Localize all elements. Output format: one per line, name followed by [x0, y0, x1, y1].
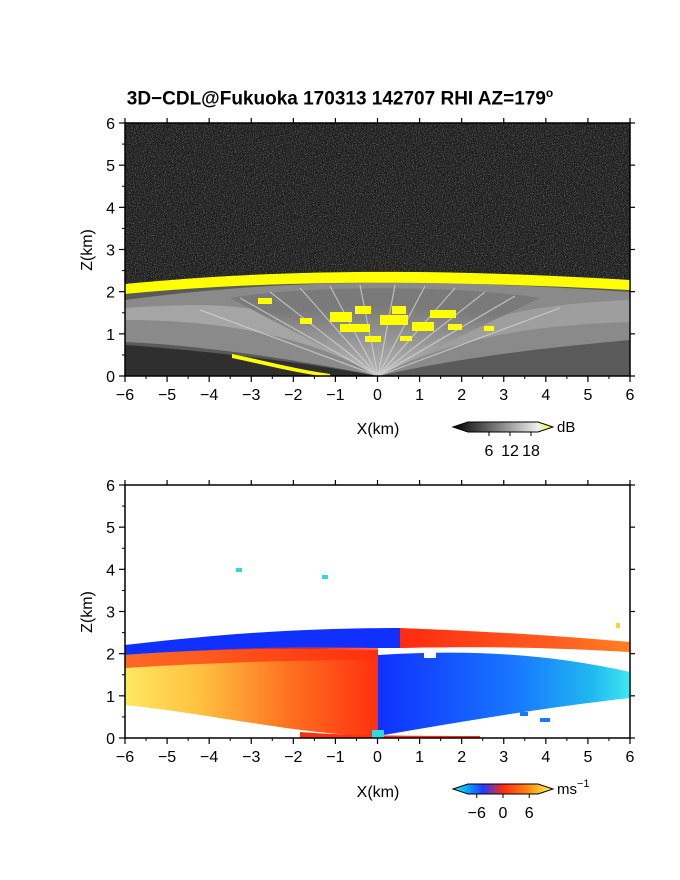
- velocity-colorbar-unit: ms−1: [557, 778, 590, 798]
- x-tick-label: −3: [242, 387, 260, 404]
- x-tick-label: 1: [415, 749, 424, 766]
- backscatter-y-axis-label: Z(km): [79, 229, 96, 271]
- x-tick-label: 6: [626, 749, 635, 766]
- y-tick-label: 4: [106, 200, 115, 217]
- y-tick-label: 6: [106, 478, 115, 495]
- y-tick-label: 3: [106, 243, 115, 260]
- y-tick-label: 4: [106, 562, 115, 579]
- x-tick-label: 4: [541, 749, 550, 766]
- x-tick-label: −4: [200, 749, 218, 766]
- x-tick-label: −1: [326, 387, 344, 404]
- x-tick-label: 4: [541, 387, 550, 404]
- x-tick-label: 6: [626, 387, 635, 404]
- x-tick-label: −6: [116, 749, 134, 766]
- y-tick-label: 2: [106, 647, 115, 664]
- x-tick-label: −2: [284, 749, 302, 766]
- x-tick-label: −1: [326, 749, 344, 766]
- velocity-y-axis-label: Z(km): [79, 591, 96, 633]
- x-tick-label: 5: [583, 749, 592, 766]
- y-tick-label: 6: [106, 116, 115, 133]
- y-tick-label: 5: [106, 520, 115, 537]
- y-tick-label: 0: [106, 369, 115, 386]
- x-tick-label: 2: [457, 387, 466, 404]
- y-tick-label: 0: [106, 731, 115, 748]
- x-tick-label: 2: [457, 749, 466, 766]
- x-tick-label: 3: [499, 749, 508, 766]
- colorbar-tick-label: 6: [485, 443, 494, 460]
- colorbar-tick-label: 0: [499, 805, 508, 822]
- backscatter-colorbar: 6 12 18 dB: [451, 419, 575, 460]
- y-tick-label: 2: [106, 285, 115, 302]
- velocity-colorbar: −6 0 6 ms−1: [451, 778, 590, 822]
- x-tick-label: −5: [158, 387, 176, 404]
- colorbar-tick-label: 18: [522, 443, 540, 460]
- backscatter-x-axis-label: X(km): [357, 421, 400, 438]
- y-tick-label: 1: [106, 327, 115, 344]
- figure-title: 3D−CDL@Fukuoka 170313 142707 RHI AZ=179o: [126, 86, 554, 110]
- x-tick-label: −6: [116, 387, 134, 404]
- backscatter-field: [125, 123, 630, 376]
- x-tick-label: 3: [499, 387, 508, 404]
- velocity-x-axis-label: X(km): [357, 784, 400, 801]
- velocity-field: [125, 485, 630, 738]
- y-tick-label: 5: [106, 158, 115, 175]
- x-tick-label: 0: [373, 749, 382, 766]
- x-tick-label: −4: [200, 387, 218, 404]
- colorbar-tick-label: −6: [468, 805, 486, 822]
- colorbar-tick-label: 12: [501, 443, 519, 460]
- high-backscatter-patches: [258, 298, 494, 342]
- x-tick-label: −5: [158, 749, 176, 766]
- colorbar-tick-label: 6: [525, 805, 534, 822]
- y-tick-label: 3: [106, 605, 115, 622]
- x-tick-label: 5: [583, 387, 592, 404]
- x-tick-label: 0: [373, 387, 382, 404]
- x-tick-label: −3: [242, 749, 260, 766]
- backscatter-colorbar-unit: dB: [557, 419, 575, 436]
- x-tick-label: −2: [284, 387, 302, 404]
- y-tick-label: 1: [106, 689, 115, 706]
- x-tick-label: 1: [415, 387, 424, 404]
